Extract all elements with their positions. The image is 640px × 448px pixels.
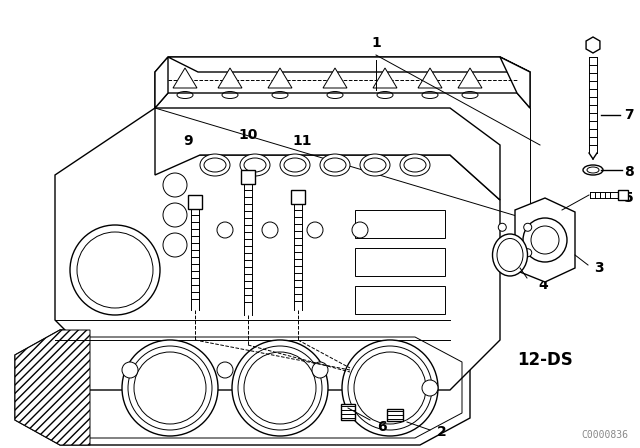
Circle shape — [499, 223, 506, 231]
Ellipse shape — [320, 154, 350, 176]
Text: 5: 5 — [624, 191, 634, 205]
Circle shape — [342, 340, 438, 436]
Text: 7: 7 — [624, 108, 634, 122]
Text: C0000836: C0000836 — [581, 430, 628, 440]
Polygon shape — [15, 330, 90, 445]
Ellipse shape — [360, 154, 390, 176]
Circle shape — [122, 362, 138, 378]
Text: 12-DS: 12-DS — [517, 351, 573, 369]
Circle shape — [524, 223, 532, 231]
Text: 2: 2 — [437, 425, 447, 439]
Ellipse shape — [240, 154, 270, 176]
Circle shape — [122, 340, 218, 436]
Circle shape — [524, 249, 532, 257]
Circle shape — [523, 218, 567, 262]
Bar — [618, 190, 628, 200]
Bar — [241, 170, 255, 184]
Text: 11: 11 — [292, 134, 312, 148]
Text: 6: 6 — [377, 420, 387, 434]
Circle shape — [352, 222, 368, 238]
Bar — [341, 404, 355, 420]
Polygon shape — [586, 37, 600, 53]
Circle shape — [217, 362, 233, 378]
Polygon shape — [218, 68, 242, 88]
Ellipse shape — [200, 154, 230, 176]
Text: 3: 3 — [594, 261, 604, 275]
Text: 4: 4 — [538, 278, 548, 292]
Text: 8: 8 — [624, 165, 634, 179]
Circle shape — [307, 222, 323, 238]
Text: 9: 9 — [183, 134, 193, 148]
Text: 1: 1 — [371, 36, 381, 50]
Bar — [291, 190, 305, 204]
Polygon shape — [458, 68, 482, 88]
Polygon shape — [515, 198, 575, 282]
Ellipse shape — [583, 165, 603, 175]
Polygon shape — [268, 68, 292, 88]
Polygon shape — [155, 57, 168, 108]
Circle shape — [217, 222, 233, 238]
Polygon shape — [168, 57, 530, 72]
Bar — [355, 210, 445, 238]
Circle shape — [163, 203, 187, 227]
Bar — [355, 248, 445, 276]
Polygon shape — [500, 57, 530, 108]
Polygon shape — [15, 330, 470, 445]
Circle shape — [70, 225, 160, 315]
Bar — [188, 195, 202, 209]
Polygon shape — [155, 57, 530, 108]
Polygon shape — [55, 108, 500, 390]
Bar — [355, 286, 445, 314]
Circle shape — [312, 362, 328, 378]
Ellipse shape — [400, 154, 430, 176]
Circle shape — [499, 249, 506, 257]
Circle shape — [262, 222, 278, 238]
Polygon shape — [323, 68, 347, 88]
Circle shape — [163, 173, 187, 197]
Polygon shape — [155, 108, 500, 200]
Text: 10: 10 — [238, 128, 258, 142]
Circle shape — [232, 340, 328, 436]
Polygon shape — [173, 68, 197, 88]
Polygon shape — [418, 68, 442, 88]
Circle shape — [163, 233, 187, 257]
Polygon shape — [373, 68, 397, 88]
Bar — [387, 409, 403, 421]
Ellipse shape — [493, 234, 527, 276]
Circle shape — [422, 380, 438, 396]
Ellipse shape — [280, 154, 310, 176]
